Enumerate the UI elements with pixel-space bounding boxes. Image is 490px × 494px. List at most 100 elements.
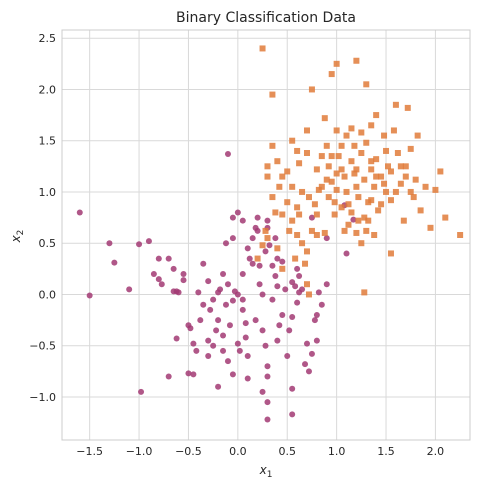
data-point-class-2 (338, 166, 345, 173)
data-point-class-1 (296, 273, 303, 279)
data-point-class-1 (249, 260, 256, 267)
data-point-class-2 (385, 163, 392, 170)
data-point-class-2 (353, 57, 360, 64)
data-point-class-1 (220, 270, 227, 277)
data-point-class-1 (252, 224, 259, 231)
data-point-class-1 (239, 270, 246, 277)
data-point-class-1 (86, 292, 93, 299)
data-point-class-1 (299, 286, 306, 293)
data-point-class-1 (269, 296, 276, 303)
data-point-class-1 (279, 311, 286, 318)
data-point-class-2 (299, 240, 306, 247)
data-point-class-1 (264, 217, 271, 224)
data-point-class-1 (244, 245, 251, 252)
data-point-class-2 (328, 71, 335, 78)
data-point-class-2 (338, 142, 345, 149)
data-point-class-2 (335, 153, 342, 160)
data-point-class-2 (437, 168, 444, 175)
data-point-class-1 (173, 335, 180, 342)
data-point-class-1 (266, 242, 273, 249)
data-point-class-2 (414, 132, 421, 139)
data-point-class-2 (274, 158, 281, 165)
data-point-class-1 (269, 262, 276, 269)
data-point-class-1 (303, 340, 310, 347)
data-point-class-1 (187, 325, 194, 332)
data-point-class-2 (333, 127, 340, 134)
data-point-class-2 (371, 183, 378, 190)
data-point-class-2 (294, 147, 301, 154)
data-point-class-1 (239, 217, 246, 224)
data-point-class-2 (313, 166, 320, 173)
data-point-class-1 (175, 289, 182, 296)
data-point-class-2 (410, 194, 417, 201)
data-point-class-1 (323, 235, 330, 242)
data-point-class-2 (397, 180, 404, 187)
data-point-class-2 (387, 168, 394, 175)
data-point-class-1 (313, 311, 320, 318)
data-point-class-1 (136, 241, 143, 248)
data-point-class-2 (387, 197, 394, 204)
data-point-class-1 (294, 265, 301, 272)
x-tick-label: −1.5 (76, 445, 103, 458)
data-point-class-2 (303, 248, 310, 255)
data-point-class-1 (190, 371, 197, 378)
data-point-class-1 (224, 358, 231, 365)
data-point-class-2 (308, 227, 315, 234)
data-point-class-2 (264, 235, 271, 242)
data-point-class-2 (361, 214, 368, 221)
data-point-class-1 (205, 352, 212, 359)
data-point-class-1 (259, 291, 266, 298)
data-point-class-2 (303, 281, 310, 288)
chart-title: Binary Classification Data (176, 10, 356, 26)
data-point-class-1 (229, 371, 236, 378)
data-point-class-2 (321, 115, 328, 122)
data-point-class-1 (289, 411, 296, 418)
data-point-class-2 (313, 211, 320, 218)
data-point-class-2 (333, 170, 340, 177)
data-point-class-2 (348, 209, 355, 216)
data-point-class-2 (358, 129, 365, 136)
data-point-class-2 (371, 232, 378, 238)
data-point-class-2 (348, 125, 355, 132)
data-point-class-2 (407, 145, 414, 152)
data-point-class-2 (303, 127, 310, 134)
data-point-class-1 (145, 238, 152, 245)
data-point-class-2 (363, 139, 370, 146)
data-point-class-2 (363, 227, 370, 234)
data-point-class-2 (299, 188, 306, 195)
data-point-class-2 (373, 112, 380, 119)
x-tick-label: 0.5 (278, 445, 296, 458)
data-point-class-1 (215, 289, 222, 296)
data-point-class-2 (305, 194, 312, 201)
data-point-class-1 (308, 350, 315, 357)
data-point-class-2 (311, 201, 318, 208)
data-point-class-2 (442, 214, 449, 221)
data-point-class-2 (417, 207, 424, 214)
data-point-class-2 (264, 163, 271, 170)
data-point-class-2 (269, 142, 276, 149)
data-point-class-2 (373, 156, 380, 163)
data-point-class-1 (190, 340, 197, 347)
grid (62, 30, 470, 440)
x-tick-label: −0.5 (175, 445, 202, 458)
data-point-class-1 (224, 281, 231, 288)
data-point-class-1 (246, 255, 253, 262)
y-tick-label: 2.0 (39, 83, 57, 96)
data-point-class-1 (205, 278, 212, 285)
data-point-class-2 (259, 45, 266, 52)
data-point-class-2 (353, 183, 360, 190)
x-tick-label: 1.5 (377, 445, 395, 458)
data-point-class-1 (193, 347, 200, 354)
data-point-class-1 (76, 209, 83, 216)
data-point-class-2 (279, 265, 286, 272)
data-point-class-2 (402, 163, 409, 170)
data-point-class-1 (350, 216, 357, 223)
data-point-class-2 (259, 242, 266, 249)
data-point-class-2 (345, 201, 352, 208)
data-point-class-1 (180, 277, 187, 284)
data-point-class-1 (229, 214, 236, 221)
data-point-class-2 (387, 250, 394, 257)
data-point-class-2 (325, 163, 332, 170)
data-point-class-2 (289, 183, 296, 190)
